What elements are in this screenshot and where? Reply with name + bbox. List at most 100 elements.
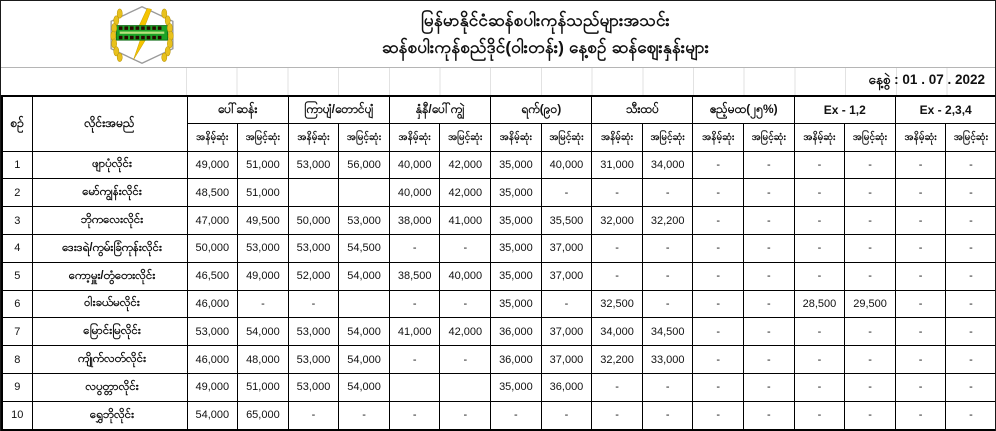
price-cell: - bbox=[894, 150, 947, 180]
price-cell: - bbox=[692, 206, 745, 235]
price-cell: - bbox=[287, 289, 340, 319]
price-cell: 50,000 bbox=[186, 233, 239, 263]
price-cell: - bbox=[945, 150, 995, 180]
price-cell: - bbox=[743, 400, 795, 431]
price-cell: 53,000 bbox=[338, 206, 390, 235]
price-cell: - bbox=[793, 400, 846, 431]
price-cell: - bbox=[945, 400, 995, 431]
subheader-lowest: အနိမ့်ဆုံး bbox=[894, 122, 947, 152]
price-cell: - bbox=[692, 233, 745, 263]
price-cell: - bbox=[894, 261, 947, 291]
price-cell: 40,000 bbox=[388, 178, 441, 208]
price-cell: - bbox=[894, 289, 947, 319]
price-cell: 29,500 bbox=[844, 289, 896, 319]
price-cell: 36,000 bbox=[490, 317, 542, 347]
line-name-cell: ဖျာပုံလိုင်း bbox=[31, 150, 188, 180]
price-cell: - bbox=[793, 233, 846, 263]
price-cell: - bbox=[894, 400, 947, 431]
row-number-cell: 3 bbox=[1, 206, 33, 235]
subheader-lowest: အနိမ့်ဆုံး bbox=[490, 122, 542, 152]
price-cell: 32,500 bbox=[591, 289, 643, 319]
price-cell: - bbox=[591, 400, 643, 431]
table-row: 7 မြောင်းမြလိုင်း 53,000 54,000 53,000 54,000… bbox=[1, 317, 995, 347]
line-name-cell: မြောင်းမြလိုင်း bbox=[31, 317, 188, 347]
price-cell: - bbox=[692, 150, 745, 180]
price-cell: - bbox=[793, 317, 846, 347]
subheader-highest: အမြင့်ဆုံး bbox=[540, 122, 593, 152]
row-number-cell: 2 bbox=[1, 178, 33, 208]
price-cell: - bbox=[844, 150, 896, 180]
price-cell: 37,000 bbox=[540, 233, 593, 263]
price-cell: 51,000 bbox=[237, 150, 289, 180]
price-cell bbox=[439, 373, 492, 402]
price-cell: - bbox=[844, 400, 896, 431]
price-cell: 38,500 bbox=[388, 261, 441, 291]
price-cell: - bbox=[692, 400, 745, 431]
price-cell: 48,500 bbox=[186, 178, 239, 208]
rice-association-emblem-icon bbox=[110, 5, 174, 65]
price-cell: 54,000 bbox=[186, 400, 239, 431]
price-cell: 51,000 bbox=[237, 373, 289, 402]
price-cell: 54,000 bbox=[338, 373, 390, 402]
price-cell: 37,000 bbox=[540, 317, 593, 347]
price-cell: - bbox=[844, 206, 896, 235]
line-name-cell: ဒေးဒရဲ/ကွမ်းခြံကုန်းလိုင်း bbox=[31, 233, 188, 263]
price-cell bbox=[388, 373, 441, 402]
price-cell: 35,000 bbox=[490, 373, 542, 402]
price-cell: 42,000 bbox=[439, 178, 492, 208]
price-cell: 42,000 bbox=[439, 150, 492, 180]
price-cell: - bbox=[743, 345, 795, 374]
line-name-cell: လပွတ္တာလိုင်း bbox=[31, 373, 188, 402]
price-table: စဉ် လိုင်းအမည် ပေါ်ဆန်း ကြာပျံ/တောင်ပျံ နှ… bbox=[1, 95, 995, 431]
price-cell: - bbox=[894, 317, 947, 347]
price-cell: 52,000 bbox=[287, 261, 340, 291]
row-number-cell: 8 bbox=[1, 345, 33, 374]
price-cell: 47,000 bbox=[186, 206, 239, 235]
price-cell: - bbox=[338, 400, 390, 431]
column-header-line-name: လိုင်းအမည် bbox=[31, 95, 188, 152]
price-cell: 38,000 bbox=[388, 206, 441, 235]
price-cell: 34,000 bbox=[641, 150, 694, 180]
row-number-cell: 10 bbox=[1, 400, 33, 431]
price-cell: - bbox=[945, 373, 995, 402]
price-cell: - bbox=[641, 233, 694, 263]
title-line-1: မြန်မာနိုင်ငံဆန်စပါးကုန်သည်များအသင်း bbox=[421, 11, 670, 30]
column-group-header: Ex - 2,3,4 bbox=[894, 95, 995, 124]
price-cell: - bbox=[945, 289, 995, 319]
price-cell: 49,500 bbox=[237, 206, 289, 235]
price-cell: - bbox=[743, 178, 795, 208]
column-group-header: Ex - 1,2 bbox=[793, 95, 896, 124]
price-cell: - bbox=[793, 150, 846, 180]
column-group-header: သီးထပ် bbox=[591, 95, 694, 124]
price-cell: - bbox=[439, 289, 492, 319]
price-cell: 40,000 bbox=[388, 150, 441, 180]
price-cell: - bbox=[641, 373, 694, 402]
column-group-header: နှံနီ/ပေါ်ကျွဲ bbox=[388, 95, 492, 124]
price-cell: - bbox=[894, 206, 947, 235]
column-group-header: ပေါ်ဆန်း bbox=[186, 95, 289, 124]
price-cell: 35,000 bbox=[490, 206, 542, 235]
price-cell: 54,000 bbox=[338, 317, 390, 347]
price-cell: 65,000 bbox=[237, 400, 289, 431]
price-cell: 35,000 bbox=[490, 289, 542, 319]
price-cell: 32,200 bbox=[641, 206, 694, 235]
line-name-cell: ရွှေဘိုလိုင်း bbox=[31, 400, 188, 431]
subheader-highest: အမြင့်ဆုံး bbox=[945, 122, 995, 152]
price-cell: - bbox=[793, 178, 846, 208]
subheader-lowest: အနိမ့်ဆုံး bbox=[591, 122, 643, 152]
price-cell: - bbox=[540, 178, 593, 208]
price-cell: - bbox=[743, 261, 795, 291]
price-cell: - bbox=[641, 261, 694, 291]
price-cell: - bbox=[945, 345, 995, 374]
price-cell: - bbox=[692, 317, 745, 347]
subheader-lowest: အနိမ့်ဆုံး bbox=[186, 122, 239, 152]
price-cell: - bbox=[894, 373, 947, 402]
price-cell: 33,000 bbox=[641, 345, 694, 374]
price-cell: 41,000 bbox=[439, 206, 492, 235]
price-cell: 46,000 bbox=[186, 289, 239, 319]
price-cell: 31,000 bbox=[591, 150, 643, 180]
price-cell: - bbox=[237, 289, 289, 319]
price-cell: 36,000 bbox=[540, 373, 593, 402]
price-cell: 53,000 bbox=[287, 150, 340, 180]
price-cell: - bbox=[945, 317, 995, 347]
